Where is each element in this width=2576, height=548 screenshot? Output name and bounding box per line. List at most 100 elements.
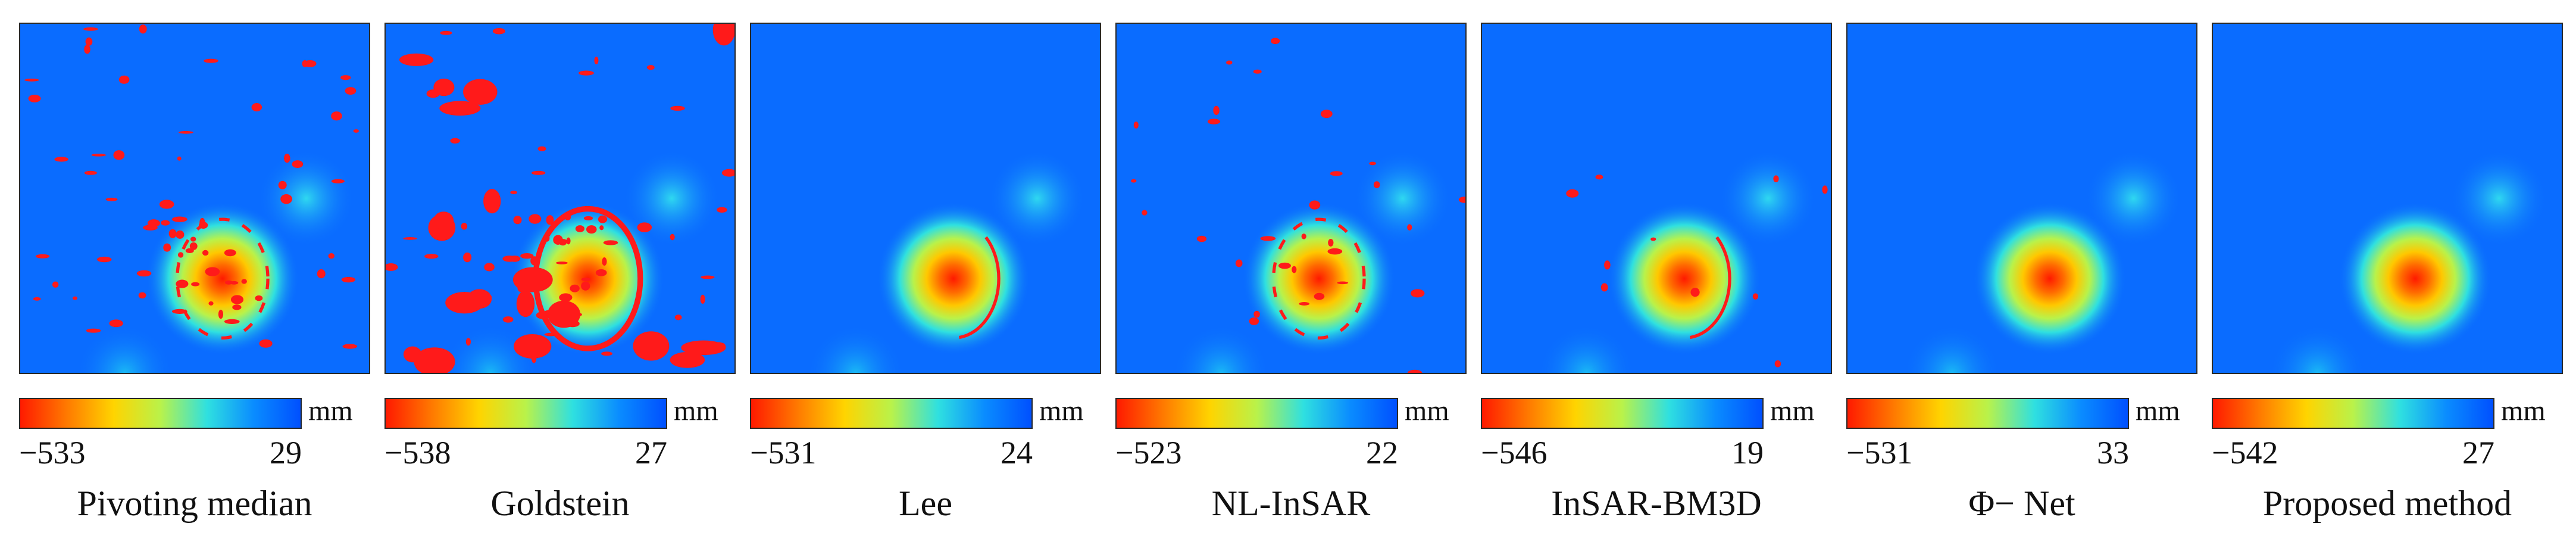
error-patch: [510, 191, 517, 194]
error-patch: [1774, 360, 1781, 368]
error-patch: [1320, 110, 1333, 119]
error-patch: [224, 280, 233, 285]
error-patch: [1458, 197, 1465, 203]
error-patch: [84, 170, 97, 175]
error-patch: [163, 243, 171, 252]
error-patch: [278, 180, 287, 189]
panel-4: mm −523 22 NL-InSAR: [1115, 0, 1467, 548]
colorbar-max: 27: [635, 435, 667, 471]
error-patch: [403, 237, 417, 240]
error-patch: [1249, 317, 1259, 325]
error-patch: [259, 339, 273, 348]
error-patch: [559, 293, 573, 302]
deformation-map-image: [20, 24, 369, 373]
colorbar-max: 19: [1731, 435, 1764, 471]
error-patch: [1278, 262, 1291, 269]
error-patch: [717, 207, 727, 213]
error-patch: [1253, 310, 1260, 318]
colorbar-max: 27: [2462, 435, 2494, 471]
deformation-map-image: [2213, 24, 2562, 373]
error-patch: [531, 170, 546, 175]
error-patch: [1226, 60, 1233, 65]
error-patch: [177, 252, 184, 258]
error-patch: [147, 219, 160, 228]
error-patch: [302, 60, 308, 67]
error-patch: [1773, 175, 1779, 183]
colorbar: [1846, 398, 2129, 429]
error-patch: [177, 156, 182, 161]
error-patch: [712, 342, 726, 351]
error-patch: [328, 253, 334, 259]
error-patch: [547, 300, 580, 328]
error-patch: [84, 45, 90, 54]
error-patch: [581, 281, 590, 291]
subsidance-bowl: [2213, 24, 2562, 373]
error-patch: [1299, 302, 1310, 306]
error-patch: [1314, 292, 1325, 300]
error-patch: [599, 225, 604, 231]
deformation-map: [2212, 23, 2563, 374]
subsidance-bowl: [1847, 24, 2196, 373]
error-patch: [1301, 233, 1306, 239]
error-patch: [1600, 283, 1608, 292]
error-patch: [502, 316, 514, 323]
error-patch: [230, 295, 244, 304]
colorbar-unit: mm: [2136, 395, 2180, 426]
colorbar: [2212, 398, 2494, 429]
colorbar-min: −531: [1846, 435, 1913, 471]
error-patch: [566, 237, 571, 245]
error-patch: [670, 351, 705, 368]
error-patch: [670, 105, 685, 111]
error-patch: [109, 319, 123, 328]
colorbar-min: −538: [384, 435, 451, 471]
error-patch: [1235, 259, 1243, 267]
error-patch: [113, 150, 125, 160]
error-patch: [251, 103, 262, 112]
error-patch: [340, 75, 351, 80]
error-patch: [674, 315, 682, 320]
error-patch: [241, 279, 247, 284]
colorbar-unit: mm: [1770, 395, 1815, 426]
error-patch: [1327, 248, 1343, 255]
deformation-map: [19, 23, 370, 374]
error-patch: [1407, 369, 1423, 373]
error-patch: [483, 189, 501, 214]
error-patch: [1369, 161, 1376, 166]
error-patch: [602, 257, 607, 266]
panel-caption: Proposed method: [2262, 484, 2512, 523]
panel-caption: Φ− Net: [1968, 484, 2075, 523]
error-patch: [1142, 210, 1148, 216]
error-patch: [85, 37, 93, 46]
error-patch: [1131, 179, 1137, 183]
error-patch: [424, 254, 439, 259]
error-patch: [701, 275, 715, 279]
error-patch: [1213, 105, 1220, 115]
error-patch: [204, 58, 218, 63]
panel-7: mm −542 27 Proposed method: [2212, 0, 2563, 548]
error-patch: [581, 278, 590, 281]
error-patch: [595, 269, 607, 276]
error-patch: [440, 30, 452, 35]
colorbar-unit: mm: [2501, 395, 2546, 426]
error-patch: [586, 225, 597, 234]
error-patch: [1207, 119, 1221, 124]
error-patch: [646, 65, 655, 70]
panel-3: mm −531 24 Lee: [750, 0, 1101, 548]
ring-artifact: [906, 217, 1001, 340]
error-patch: [579, 70, 594, 76]
ring-artifact: [1272, 217, 1366, 340]
deformation-map: [384, 23, 736, 374]
subsidance-bowl: [20, 24, 369, 373]
error-patch: [28, 94, 41, 102]
error-patch: [191, 282, 200, 287]
error-patch: [1292, 266, 1297, 273]
error-patch: [202, 250, 209, 256]
error-patch: [1604, 260, 1611, 270]
error-patch: [168, 229, 177, 238]
error-patch: [176, 230, 185, 239]
ring-artifact: [533, 206, 643, 351]
error-patch: [433, 79, 455, 96]
error-patch: [1822, 185, 1828, 194]
error-patch: [33, 297, 41, 301]
deformation-map-image: [1117, 24, 1465, 373]
